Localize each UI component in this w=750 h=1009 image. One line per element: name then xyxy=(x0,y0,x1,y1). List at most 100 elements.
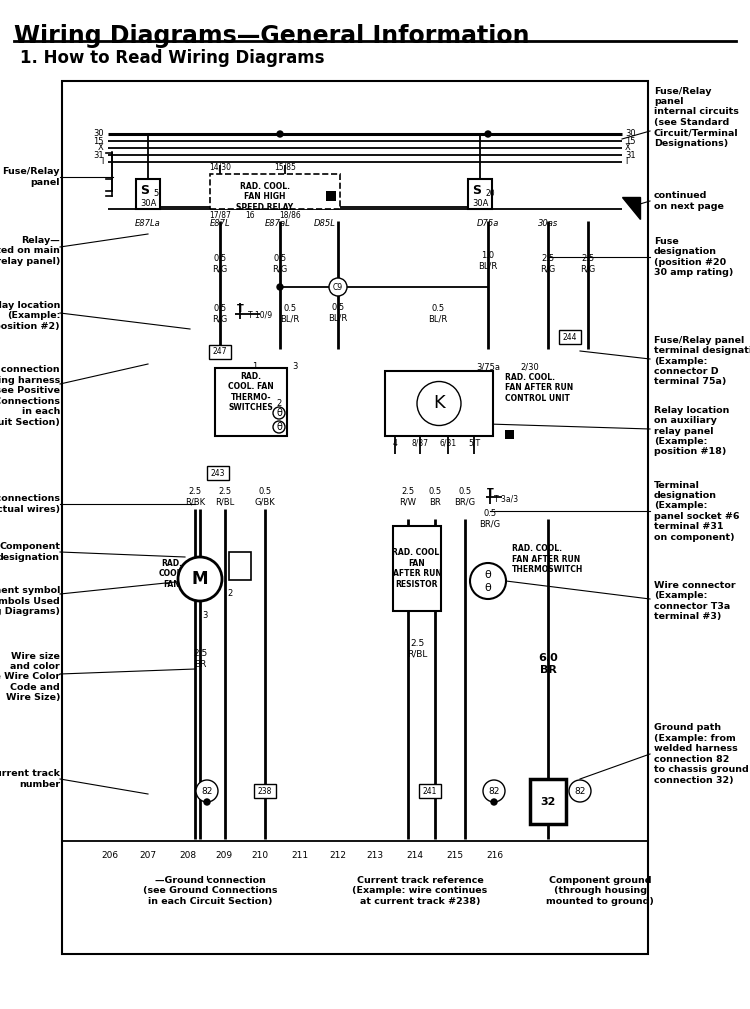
Circle shape xyxy=(470,563,506,599)
Text: Wire connector
(Example:
connector T3a
terminal #3): Wire connector (Example: connector T3a t… xyxy=(654,581,736,622)
Text: 82: 82 xyxy=(201,786,213,795)
Text: RAD. COOL.
FAN AFTER RUN
CONTROL UNIT: RAD. COOL. FAN AFTER RUN CONTROL UNIT xyxy=(505,373,573,403)
Text: Fuse/Relay
panel
internal circuits
(see Standard
Circuit/Terminal
Designations): Fuse/Relay panel internal circuits (see … xyxy=(654,87,739,147)
Bar xyxy=(559,330,581,344)
Text: 82: 82 xyxy=(574,786,586,795)
Text: 215: 215 xyxy=(446,852,464,861)
Text: K: K xyxy=(433,395,445,413)
Text: M: M xyxy=(192,570,208,588)
Text: 207: 207 xyxy=(140,852,157,861)
Text: 0.5
BL/R: 0.5 BL/R xyxy=(328,303,347,323)
Text: T 10/9: T 10/9 xyxy=(248,311,272,320)
Text: 2: 2 xyxy=(227,589,232,598)
Circle shape xyxy=(273,407,285,419)
Text: 1: 1 xyxy=(252,362,258,371)
Text: E87L: E87L xyxy=(210,219,230,228)
Circle shape xyxy=(277,284,283,290)
Text: 15: 15 xyxy=(625,136,635,145)
Text: 15: 15 xyxy=(94,136,104,145)
Text: 244: 244 xyxy=(562,333,578,341)
Text: 6/31: 6/31 xyxy=(440,439,457,448)
Text: Fuse/Relay
panel: Fuse/Relay panel xyxy=(2,167,60,187)
Text: RAD.
COOL. FAN
THERMO-
SWITCHES: RAD. COOL. FAN THERMO- SWITCHES xyxy=(228,372,274,413)
Circle shape xyxy=(277,131,283,137)
Text: 0.5
BL/R: 0.5 BL/R xyxy=(428,305,448,324)
Text: 214: 214 xyxy=(406,852,424,861)
Bar xyxy=(209,345,231,359)
Text: 15/85: 15/85 xyxy=(274,163,296,172)
Text: 16: 16 xyxy=(245,211,255,220)
Text: Current track reference
(Example: wire continues
at current track #238): Current track reference (Example: wire c… xyxy=(352,876,488,906)
Text: Fuse
designation
(position #20
30 amp rating): Fuse designation (position #20 30 amp ra… xyxy=(654,237,734,277)
Text: RAD. COOL.
FAN AFTER RUN
THERMOSWITCH: RAD. COOL. FAN AFTER RUN THERMOSWITCH xyxy=(512,544,584,574)
Text: 2.5
R/BL: 2.5 R/BL xyxy=(406,640,427,659)
Text: θ: θ xyxy=(484,583,491,593)
Text: 209: 209 xyxy=(215,852,232,861)
Text: Current track
number: Current track number xyxy=(0,769,60,789)
Text: 32: 32 xyxy=(540,797,556,807)
Bar xyxy=(229,552,251,580)
Text: Component symbol
(see Symbols Used
in Wiring Diagrams): Component symbol (see Symbols Used in Wi… xyxy=(0,586,60,615)
Text: continued
on next page: continued on next page xyxy=(654,192,724,211)
Text: 82: 82 xyxy=(488,786,500,795)
Text: Relay—
(mounted on main
fuse/relay panel): Relay— (mounted on main fuse/relay panel… xyxy=(0,236,60,266)
Circle shape xyxy=(491,799,497,805)
Text: 0.5
BL/R: 0.5 BL/R xyxy=(280,305,299,324)
Text: 30A: 30A xyxy=(472,199,488,208)
Circle shape xyxy=(273,421,285,433)
Bar xyxy=(210,174,340,209)
Text: 5: 5 xyxy=(153,190,158,199)
Text: 2.5
R/W: 2.5 R/W xyxy=(400,487,416,507)
Text: —Ground connection
(see Ground Connections
in each Circuit Section): —Ground connection (see Ground Connectio… xyxy=(142,876,278,906)
Text: 31: 31 xyxy=(93,150,104,159)
Text: 2: 2 xyxy=(276,399,282,408)
Text: 30as: 30as xyxy=(538,219,558,228)
Bar xyxy=(505,430,514,439)
Text: 241: 241 xyxy=(423,786,437,795)
Circle shape xyxy=(196,780,218,802)
Text: 6.0
BR: 6.0 BR xyxy=(538,653,558,675)
Text: 4: 4 xyxy=(392,439,398,448)
Text: θ: θ xyxy=(276,422,282,432)
Text: T: T xyxy=(237,304,243,314)
Text: 30: 30 xyxy=(93,129,104,138)
Text: Wiring Diagrams—General Information: Wiring Diagrams—General Information xyxy=(14,24,530,48)
Text: Welded connection
in wiring harness
(see Positive
(+) Connections
in each
Circui: Welded connection in wiring harness (see… xyxy=(0,365,60,427)
Text: 247: 247 xyxy=(213,347,227,356)
Text: 3/75a: 3/75a xyxy=(476,362,500,371)
Text: Wire size
and color
(see Wire Color
Code and
Wire Size): Wire size and color (see Wire Color Code… xyxy=(0,652,60,702)
Text: 8/87: 8/87 xyxy=(412,439,428,448)
Text: 2.5
BR: 2.5 BR xyxy=(193,650,207,669)
Text: 1.0
BL/R: 1.0 BL/R xyxy=(478,251,498,270)
Circle shape xyxy=(204,799,210,805)
Text: S: S xyxy=(140,184,149,197)
Text: T 3a/3: T 3a/3 xyxy=(494,494,518,503)
Text: 30: 30 xyxy=(625,129,635,138)
Text: D75a: D75a xyxy=(477,219,500,228)
Bar xyxy=(136,179,160,209)
Polygon shape xyxy=(622,197,640,219)
Circle shape xyxy=(569,780,591,802)
Bar xyxy=(530,779,566,824)
Bar xyxy=(254,784,276,798)
Text: C9: C9 xyxy=(333,283,343,292)
Text: Component
designation: Component designation xyxy=(0,542,60,562)
Bar xyxy=(62,81,648,954)
Text: 30A: 30A xyxy=(140,199,156,208)
Text: Relay location
(Example:
position #2): Relay location (Example: position #2) xyxy=(0,301,60,331)
Text: 20: 20 xyxy=(485,190,495,199)
Text: l: l xyxy=(625,157,627,166)
Text: T: T xyxy=(487,488,494,498)
Text: Ground path
(Example: from
welded harness
connection 82
to chassis ground
connec: Ground path (Example: from welded harnes… xyxy=(654,723,748,785)
Text: X: X xyxy=(625,143,631,152)
Text: 243: 243 xyxy=(211,468,225,477)
Text: D85L: D85L xyxy=(314,219,336,228)
Text: 31: 31 xyxy=(625,150,635,159)
Text: 216: 216 xyxy=(487,852,503,861)
Bar xyxy=(385,371,493,436)
Text: 208: 208 xyxy=(179,852,196,861)
Text: 0.5
BR: 0.5 BR xyxy=(428,487,442,507)
Bar xyxy=(419,784,441,798)
Text: S: S xyxy=(472,184,482,197)
Bar xyxy=(393,526,441,611)
